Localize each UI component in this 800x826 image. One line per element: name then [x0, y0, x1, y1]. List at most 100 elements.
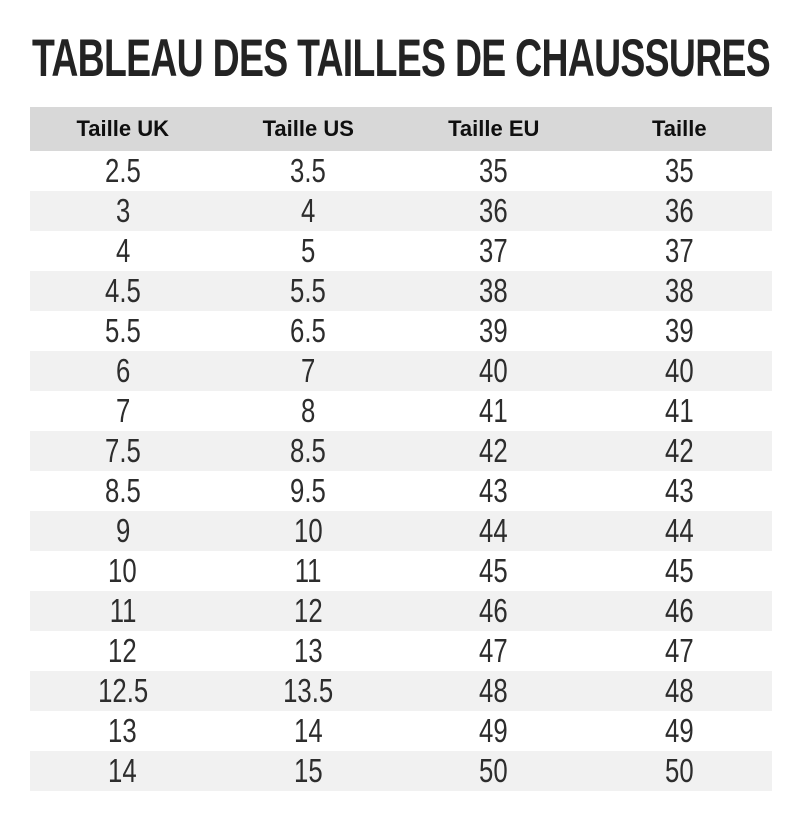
size-value: 46 — [664, 592, 694, 629]
table-cell: 13 — [30, 711, 216, 751]
table-header: Taille UK Taille US Taille EU Taille — [30, 107, 772, 151]
size-value: 37 — [664, 232, 694, 269]
page-title-banner: TABLEAU DES TAILLES DE CHAUSSURES — [32, 29, 771, 82]
table-cell: 12 — [30, 631, 216, 671]
size-value: 49 — [479, 712, 509, 749]
table-cell: 44 — [401, 511, 587, 551]
size-value: 35 — [664, 152, 694, 189]
size-value: 10 — [293, 512, 323, 549]
size-value: 40 — [664, 352, 694, 389]
table-cell: 5 — [216, 231, 402, 271]
size-value: 43 — [664, 472, 694, 509]
size-value: 48 — [664, 672, 694, 709]
size-value: 42 — [479, 432, 509, 469]
size-value: 12 — [293, 592, 323, 629]
table-cell: 12 — [216, 591, 402, 631]
table-row: 8.5 9.5 43 43 — [30, 471, 772, 511]
table-cell: 50 — [401, 751, 587, 791]
size-value: 7 — [301, 352, 316, 389]
size-value: 3 — [115, 192, 130, 229]
table-cell: 39 — [401, 311, 587, 351]
column-header-taille-eu: Taille EU — [401, 107, 587, 151]
size-value: 4 — [301, 192, 316, 229]
size-value: 15 — [293, 752, 323, 789]
table-body: 2.5 3.5 35 35 3 4 36 36 4 5 37 37 4.5 5.5 38 38 5.5 6.5 39… — [30, 151, 772, 791]
table-row: 9 10 44 44 — [30, 511, 772, 551]
table-cell: 12.5 — [30, 671, 216, 711]
size-value: 14 — [108, 752, 138, 789]
table-cell: 35 — [401, 151, 587, 191]
table-cell: 13 — [216, 631, 402, 671]
table-cell: 3.5 — [216, 151, 402, 191]
table-cell: 13.5 — [216, 671, 402, 711]
table-row: 11 12 46 46 — [30, 591, 772, 631]
table-cell: 47 — [401, 631, 587, 671]
size-value: 5 — [301, 232, 316, 269]
size-value: 39 — [664, 312, 694, 349]
table-cell: 47 — [587, 631, 773, 671]
size-value: 2.5 — [104, 152, 141, 189]
table-cell: 40 — [401, 351, 587, 391]
size-value: 43 — [479, 472, 509, 509]
table-row: 2.5 3.5 35 35 — [30, 151, 772, 191]
table-cell: 11 — [216, 551, 402, 591]
size-value: 49 — [664, 712, 694, 749]
size-value: 41 — [664, 392, 694, 429]
size-value: 38 — [664, 272, 694, 309]
table-cell: 48 — [401, 671, 587, 711]
table-cell: 2.5 — [30, 151, 216, 191]
size-value: 36 — [479, 192, 509, 229]
table-cell: 37 — [401, 231, 587, 271]
size-value: 36 — [664, 192, 694, 229]
size-value: 10 — [108, 552, 138, 589]
table-cell: 8.5 — [30, 471, 216, 511]
table-cell: 38 — [587, 271, 773, 311]
table-cell: 7.5 — [30, 431, 216, 471]
table-cell: 15 — [216, 751, 402, 791]
table-cell: 49 — [587, 711, 773, 751]
table-cell: 44 — [587, 511, 773, 551]
size-value: 9 — [115, 512, 130, 549]
table-cell: 4.5 — [30, 271, 216, 311]
table-cell: 42 — [401, 431, 587, 471]
table-cell: 6.5 — [216, 311, 402, 351]
size-value: 42 — [664, 432, 694, 469]
table-cell: 42 — [587, 431, 773, 471]
table-cell: 49 — [401, 711, 587, 751]
table-cell: 5.5 — [30, 311, 216, 351]
size-value: 7 — [115, 392, 130, 429]
table-cell: 11 — [30, 591, 216, 631]
table-cell: 36 — [401, 191, 587, 231]
table-row: 13 14 49 49 — [30, 711, 772, 751]
table-row: 12.5 13.5 48 48 — [30, 671, 772, 711]
size-value: 38 — [479, 272, 509, 309]
column-header-taille-uk: Taille UK — [30, 107, 216, 151]
table-row: 12 13 47 47 — [30, 631, 772, 671]
table-row: 7.5 8.5 42 42 — [30, 431, 772, 471]
size-value: 12 — [108, 632, 138, 669]
page-title: TABLEAU DES TAILLES DE CHAUSSURES — [32, 29, 770, 82]
table-cell: 40 — [587, 351, 773, 391]
table-header-row: Taille UK Taille US Taille EU Taille — [30, 107, 772, 151]
table-cell: 46 — [401, 591, 587, 631]
size-value: 13 — [293, 632, 323, 669]
table-row: 3 4 36 36 — [30, 191, 772, 231]
table-cell: 14 — [30, 751, 216, 791]
column-header-taille: Taille — [586, 107, 772, 151]
table-cell: 43 — [587, 471, 773, 511]
size-value: 9.5 — [290, 472, 327, 509]
table-cell: 45 — [401, 551, 587, 591]
page-container: TABLEAU DES TAILLES DE CHAUSSURES Taille… — [30, 26, 772, 791]
table-cell: 4 — [216, 191, 402, 231]
table-cell: 3 — [30, 191, 216, 231]
table-cell: 10 — [30, 551, 216, 591]
table-row: 7 8 41 41 — [30, 391, 772, 431]
table-cell: 41 — [401, 391, 587, 431]
size-value: 8 — [301, 392, 316, 429]
size-value: 37 — [479, 232, 509, 269]
table-cell: 39 — [587, 311, 773, 351]
table-cell: 8.5 — [216, 431, 402, 471]
table-cell: 50 — [587, 751, 773, 791]
size-value: 44 — [664, 512, 694, 549]
table-cell: 48 — [587, 671, 773, 711]
